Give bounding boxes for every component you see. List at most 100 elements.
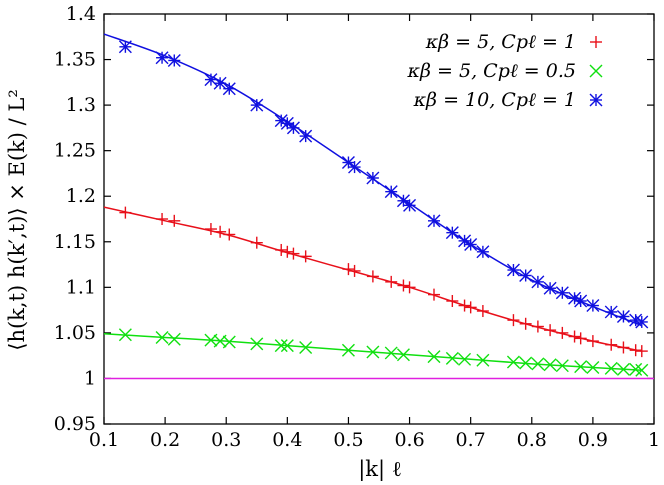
data-point-series-3	[476, 245, 490, 259]
data-point-series-3	[506, 263, 520, 277]
data-point-series-1	[605, 338, 618, 351]
data-point-series-2	[555, 359, 569, 373]
y-tick-label: 1	[84, 367, 96, 389]
y-tick-label: 1.3	[66, 94, 96, 116]
data-point-series-2	[427, 350, 441, 364]
data-point-series-3	[167, 53, 181, 67]
x-tick-label: 0.7	[456, 429, 486, 451]
data-point-series-3	[464, 238, 478, 252]
data-point-series-1	[464, 301, 477, 314]
data-point-series-3	[531, 275, 545, 289]
x-tick-label: 0.1	[89, 429, 119, 451]
data-point-series-1	[556, 326, 569, 339]
data-points	[118, 40, 649, 377]
data-point-series-2	[384, 346, 398, 360]
y-tick-label: 1.4	[66, 3, 96, 25]
data-point-series-3	[299, 129, 313, 143]
data-point-series-1	[446, 295, 459, 307]
data-point-series-1	[281, 245, 294, 258]
data-point-series-2	[616, 362, 630, 376]
data-point-series-3	[519, 268, 533, 282]
data-point-series-3	[348, 160, 362, 174]
data-point-series-2	[506, 355, 520, 369]
data-point-series-2	[118, 328, 132, 342]
data-point-series-3	[635, 315, 649, 329]
data-point-series-2	[574, 360, 588, 374]
data-point-series-2	[476, 353, 490, 367]
data-point-series-1	[635, 345, 648, 358]
data-point-series-3	[366, 171, 380, 185]
y-axis-label: ⟨h(k,t) h(k′,t)⟩ × E(k) / L²	[5, 89, 29, 351]
data-point-series-2	[366, 345, 380, 359]
data-point-series-1	[299, 250, 312, 263]
y-tick-label: 0.95	[54, 413, 96, 435]
data-point-series-3	[384, 185, 398, 199]
data-point-series-2	[458, 352, 472, 366]
data-point-series-1	[342, 263, 355, 276]
data-point-series-1	[544, 324, 557, 337]
data-point-series-2	[543, 358, 557, 372]
data-point-series-1	[204, 223, 217, 236]
data-point-series-2	[635, 363, 649, 377]
data-point-series-1	[287, 247, 300, 260]
y-tick-label: 1.15	[54, 231, 96, 253]
data-point-series-1	[586, 335, 599, 348]
y-tick-label: 1.25	[54, 140, 96, 162]
data-point-series-3	[222, 82, 236, 96]
legend-label: κβ = 5, Cpℓ = 1	[425, 31, 576, 53]
legend: κβ = 5, Cpℓ = 1 κβ = 5, Cpℓ = 0.5 κβ = 10,…	[407, 31, 603, 111]
plot-border	[103, 13, 655, 425]
legend-marker	[589, 64, 603, 78]
x-tick-label: 0.6	[394, 429, 424, 451]
data-point-series-2	[274, 339, 288, 353]
data-point-series-2	[299, 340, 313, 354]
x-tick-label: 0.3	[211, 429, 241, 451]
legend-marker	[589, 93, 603, 107]
y-tick-label: 1.1	[66, 276, 96, 298]
data-point-series-1	[568, 330, 581, 343]
data-point-series-1	[385, 275, 398, 288]
data-point-series-1	[223, 228, 236, 241]
x-tick-label: 0.8	[517, 429, 547, 451]
data-point-series-2	[280, 339, 294, 353]
data-point-series-2	[531, 357, 545, 371]
x-axis-label: |k| ℓ	[358, 457, 402, 482]
x-tick-label: 0.2	[150, 429, 180, 451]
data-point-series-1	[275, 243, 288, 256]
y-tick-label: 1.35	[54, 49, 96, 71]
data-point-series-1	[156, 213, 169, 225]
data-point-series-1	[403, 281, 416, 294]
data-point-series-3	[586, 299, 600, 313]
data-point-series-2	[445, 351, 459, 365]
data-point-series-2	[604, 361, 618, 375]
data-point-series-1	[250, 236, 263, 249]
data-point-series-2	[222, 335, 236, 349]
data-point-series-3	[118, 40, 132, 54]
data-point-series-2	[519, 356, 533, 370]
data-point-series-3	[543, 281, 557, 295]
data-point-series-1	[348, 264, 361, 277]
data-point-series-3	[427, 214, 441, 228]
legend-marker	[590, 36, 602, 48]
x-tick-label: 0.4	[272, 429, 302, 451]
plot-frame	[103, 13, 655, 425]
data-point-series-1	[519, 317, 532, 330]
x-tick-label: 0.5	[333, 429, 363, 451]
y-tick-label: 1.2	[66, 185, 96, 207]
data-point-series-1	[366, 270, 379, 283]
y-tick-label: 1.05	[54, 322, 96, 344]
data-point-series-1	[168, 214, 181, 227]
x-tick-label: 0.9	[578, 429, 608, 451]
fit-curves	[103, 33, 643, 371]
data-point-series-1	[214, 225, 227, 238]
data-point-series-1	[476, 305, 489, 318]
data-point-series-1	[397, 279, 410, 292]
data-point-series-3	[250, 98, 264, 112]
data-point-series-2	[341, 343, 355, 357]
data-point-series-3	[445, 226, 459, 240]
data-point-series-2	[586, 361, 600, 375]
legend-label: κβ = 5, Cpℓ = 0.5	[407, 60, 576, 82]
data-point-series-1	[617, 341, 630, 354]
data-point-series-2	[167, 332, 181, 346]
